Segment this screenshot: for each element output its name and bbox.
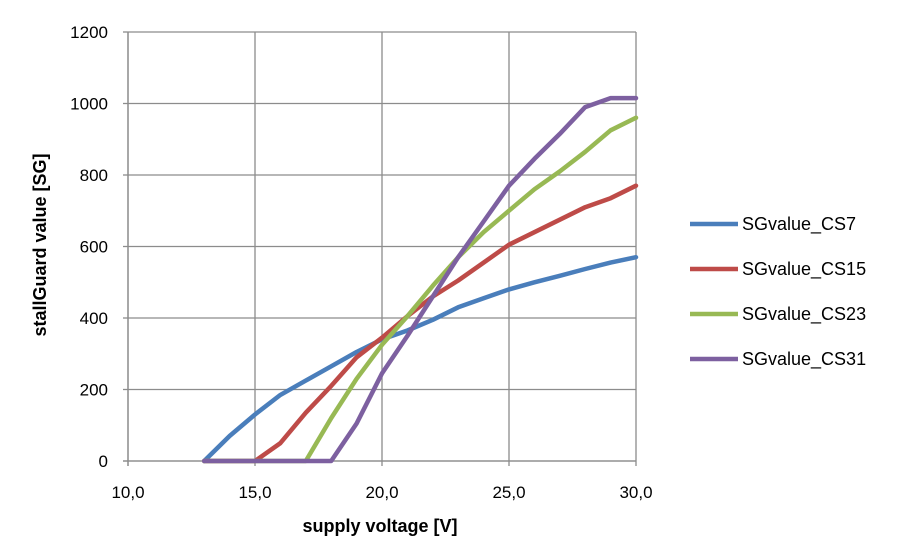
legend-label: SGvalue_CS31 — [742, 349, 866, 370]
y-tick-labels: 0 200 400 600 800 1000 1200 — [70, 23, 108, 471]
y-tick-label: 800 — [80, 166, 108, 185]
x-tick-label: 30,0 — [619, 483, 652, 502]
gridlines — [123, 31, 637, 466]
y-tick-label: 1000 — [70, 95, 108, 114]
x-tick-labels: 10,0 15,0 20,0 25,0 30,0 — [111, 483, 652, 502]
y-tick-label: 200 — [80, 381, 108, 400]
series-lines — [201, 95, 639, 464]
y-axis-title: stallGuard value [SG] — [30, 153, 50, 336]
y-tick-label: 400 — [80, 309, 108, 328]
x-tick-label: 20,0 — [365, 483, 398, 502]
legend-label: SGvalue_CS23 — [742, 304, 866, 325]
y-tick-label: 600 — [80, 238, 108, 257]
x-tick-label: 25,0 — [492, 483, 525, 502]
legend: SGvalue_CS7 SGvalue_CS15 SGvalue_CS23 SGval… — [690, 214, 866, 370]
y-tick-label: 1200 — [70, 23, 108, 42]
y-tick-label: 0 — [99, 452, 108, 471]
series-line-SGvalue_CS15 — [201, 183, 639, 464]
series-line-SGvalue_CS31 — [201, 95, 639, 464]
legend-label: SGvalue_CS15 — [742, 259, 866, 280]
x-tick-label: 10,0 — [111, 483, 144, 502]
series-line-SGvalue_CS23 — [201, 115, 639, 464]
legend-label: SGvalue_CS7 — [742, 214, 856, 235]
x-tick-label: 15,0 — [238, 483, 271, 502]
series-line-SGvalue_CS7 — [201, 254, 639, 464]
x-axis-title: supply voltage [V] — [302, 516, 457, 536]
